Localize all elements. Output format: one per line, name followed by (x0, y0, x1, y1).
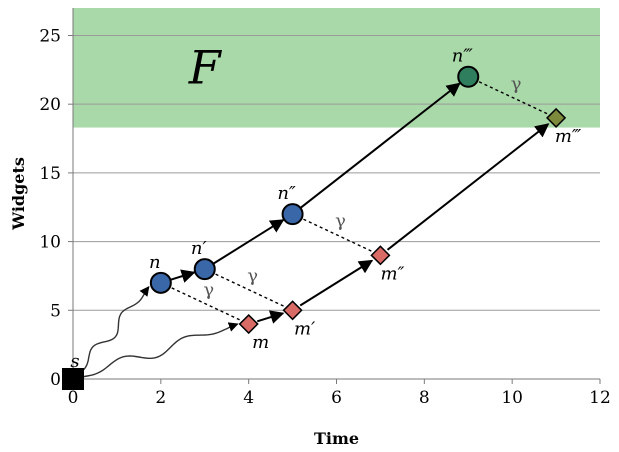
x-tick-label-6: 6 (331, 388, 342, 408)
x-tick-label-8: 8 (419, 388, 430, 408)
point-label-n-0: n (149, 252, 161, 273)
point-label-s: s (70, 351, 79, 372)
point-n-1 (193, 258, 216, 281)
point-label-m-1: m′ (294, 318, 315, 339)
point-m-3 (546, 107, 567, 128)
x-tick-label-0: 0 (68, 388, 79, 408)
path-s-to-m (72, 322, 239, 380)
region-label: F (188, 41, 223, 95)
x-tick-label-2: 2 (155, 388, 166, 408)
y-tick-label-15: 15 (39, 164, 61, 184)
point-label-m-0: m (252, 332, 269, 353)
point-label-m-3: m‴ (555, 126, 582, 147)
path-s-to-n (72, 286, 150, 380)
gamma-label-1: γ (247, 266, 258, 287)
point-m-2 (370, 245, 391, 266)
axes: 0 2 4 6 8 10 12 0 5 10 15 20 25 (39, 8, 611, 408)
arrow-m-0 (256, 310, 285, 324)
arrow-m-1 (299, 259, 374, 307)
y-tick-label-20: 20 (39, 95, 61, 115)
point-label-n-2: n″ (277, 183, 296, 204)
arrow-n-2 (299, 82, 461, 209)
x-axis-title: Time (314, 429, 359, 448)
gamma-label-0: γ (203, 279, 214, 300)
x-tick-label-4: 4 (243, 388, 254, 408)
arrow-n-1 (212, 219, 285, 265)
approach-paths (72, 286, 239, 380)
gamma-link-2 (292, 213, 381, 256)
point-label-n-3: n‴ (452, 46, 474, 67)
point-s (62, 368, 84, 390)
point-n-0 (149, 271, 172, 294)
y-tick-label-5: 5 (50, 301, 61, 321)
region-f (73, 8, 600, 128)
x-tick-label-12: 12 (589, 388, 611, 408)
gamma-label-2: γ (335, 211, 346, 232)
point-label-n-1: n′ (191, 238, 207, 259)
point-n-2 (281, 203, 304, 226)
arrow-m-2 (386, 123, 550, 251)
labels: F Time Widgets s n n′ n″ n‴ m m′ m″ m‴ (9, 41, 582, 448)
y-tick-label-25: 25 (39, 26, 61, 46)
y-tick-label-0: 0 (50, 370, 61, 390)
gamma-link-1 (204, 268, 293, 311)
point-m-0 (238, 313, 259, 335)
gamma-label-3: γ (511, 73, 522, 94)
point-m-1 (282, 300, 303, 321)
links: γ γ γ γ (160, 73, 557, 325)
gamma-link-0 (160, 282, 249, 325)
arrow-n-0 (170, 269, 196, 283)
y-axis-title: Widgets (9, 157, 28, 231)
x-tick-label-10: 10 (501, 388, 523, 408)
grid (73, 34, 600, 311)
points (62, 65, 567, 390)
y-tick-label-10: 10 (39, 233, 61, 253)
point-n-3 (457, 65, 480, 88)
gamma-link-3 (467, 76, 557, 119)
point-label-m-2: m″ (381, 263, 405, 284)
